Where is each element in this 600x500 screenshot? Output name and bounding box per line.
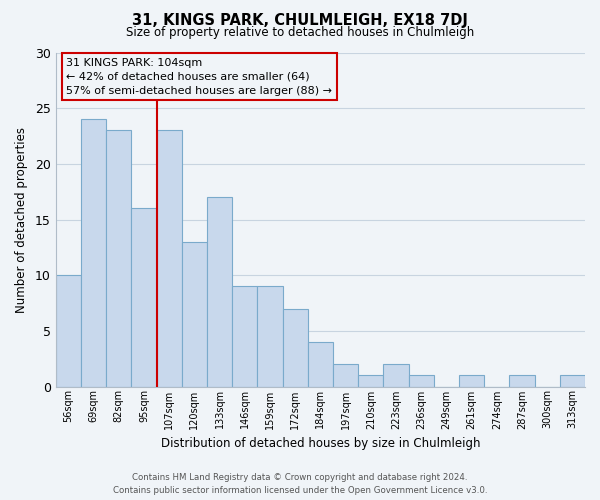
- Bar: [560, 376, 585, 386]
- Bar: [358, 376, 383, 386]
- Bar: [409, 376, 434, 386]
- Bar: [207, 197, 232, 386]
- Bar: [459, 376, 484, 386]
- Bar: [308, 342, 333, 386]
- Bar: [157, 130, 182, 386]
- Bar: [383, 364, 409, 386]
- Bar: [131, 208, 157, 386]
- Text: Contains HM Land Registry data © Crown copyright and database right 2024.
Contai: Contains HM Land Registry data © Crown c…: [113, 474, 487, 495]
- X-axis label: Distribution of detached houses by size in Chulmleigh: Distribution of detached houses by size …: [161, 437, 480, 450]
- Text: 31 KINGS PARK: 104sqm
← 42% of detached houses are smaller (64)
57% of semi-deta: 31 KINGS PARK: 104sqm ← 42% of detached …: [66, 58, 332, 96]
- Bar: [106, 130, 131, 386]
- Bar: [182, 242, 207, 386]
- Text: Size of property relative to detached houses in Chulmleigh: Size of property relative to detached ho…: [126, 26, 474, 39]
- Bar: [81, 120, 106, 386]
- Bar: [283, 308, 308, 386]
- Y-axis label: Number of detached properties: Number of detached properties: [15, 126, 28, 312]
- Bar: [257, 286, 283, 386]
- Bar: [509, 376, 535, 386]
- Text: 31, KINGS PARK, CHULMLEIGH, EX18 7DJ: 31, KINGS PARK, CHULMLEIGH, EX18 7DJ: [132, 12, 468, 28]
- Bar: [333, 364, 358, 386]
- Bar: [56, 275, 81, 386]
- Bar: [232, 286, 257, 386]
